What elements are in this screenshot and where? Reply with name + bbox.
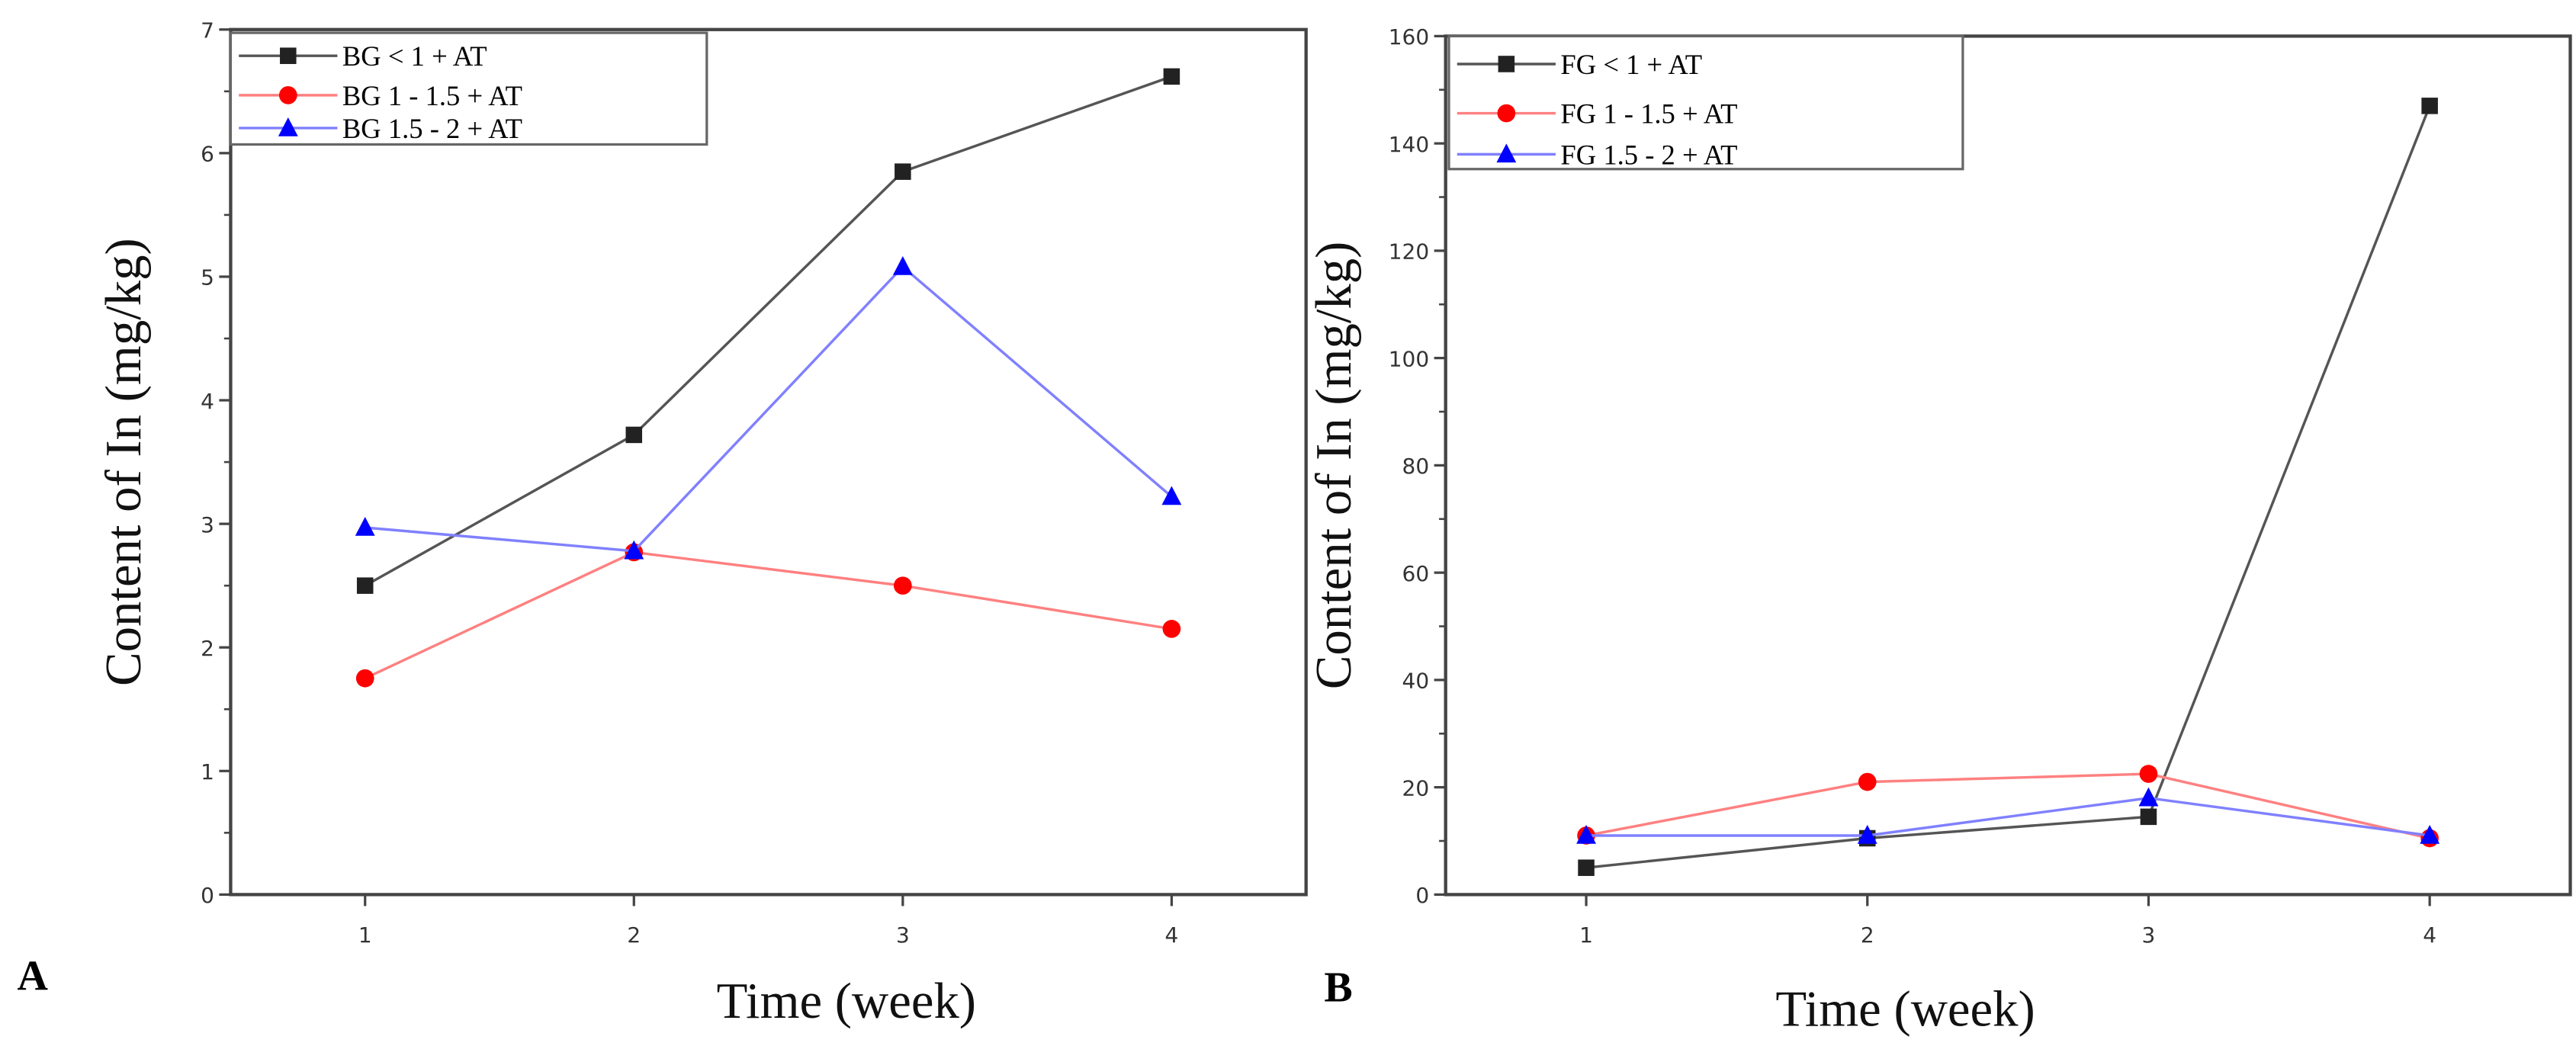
legend-marker (1497, 104, 1516, 123)
data-point (892, 255, 913, 275)
data-point (355, 516, 375, 536)
x-axis-label: Time (week) (717, 974, 976, 1029)
y-tick-label: 6 (201, 142, 214, 167)
series-line (364, 75, 1172, 587)
data-point (1857, 824, 1877, 844)
data-point (355, 669, 374, 688)
series-0 (1578, 98, 2438, 876)
legend-label: FG 1 - 1.5 + AT (1560, 98, 1737, 129)
data-point (1858, 772, 1877, 791)
legend-marker (280, 47, 297, 64)
y-tick-label: 100 (1389, 346, 1429, 371)
y-tick-label: 80 (1402, 454, 1430, 479)
y-tick-label: 120 (1389, 239, 1429, 265)
y-tick-label: 60 (1402, 561, 1430, 586)
data-point (894, 576, 912, 595)
x-tick-label: 3 (2142, 922, 2156, 948)
plot-frame (229, 27, 1308, 897)
data-point (2139, 765, 2158, 783)
data-point (2138, 787, 2159, 807)
data-point (1576, 824, 1596, 844)
legend-box (229, 31, 708, 146)
x-tick-label: 4 (2423, 922, 2436, 948)
legend-marker (1498, 56, 1515, 72)
series-line (365, 550, 1172, 680)
legend-label: FG 1.5 - 2 + AT (1560, 139, 1737, 170)
x-tick-label: 1 (358, 922, 372, 948)
data-point (2421, 98, 2438, 114)
y-tick-label: 4 (201, 389, 214, 414)
data-point (895, 163, 911, 180)
data-point (1162, 620, 1181, 638)
y-axis-label: Content of In (mg/kg) (96, 238, 152, 686)
y-axis-label: Content of In (mg/kg) (1306, 242, 1362, 690)
legend-marker (278, 86, 297, 104)
data-point (1163, 68, 1180, 85)
y-tick-label: 1 (201, 759, 214, 784)
series-1 (355, 543, 1181, 688)
data-point (356, 577, 374, 594)
legend-label: BG 1.5 - 2 + AT (342, 113, 522, 144)
legend-label: FG < 1 + AT (1560, 49, 1702, 80)
legend-box (1447, 34, 1964, 171)
data-point (2140, 808, 2157, 826)
data-point (1161, 486, 1182, 505)
x-tick-label: 2 (1861, 922, 1874, 948)
panel-label: A (18, 952, 49, 999)
y-tick-label: 140 (1389, 132, 1429, 157)
chart-panel-B: 0 20 40 60 80 100 120 140 160 1 2 3 4 FG < 1 + AT FG 1… (1306, 24, 2572, 1038)
y-tick-label: 0 (201, 883, 214, 908)
y-tick-label: 7 (201, 18, 214, 43)
y-tick-label: 20 (1402, 775, 1430, 801)
y-tick-label: 0 (1415, 883, 1429, 908)
series-2 (355, 255, 1182, 560)
legend-label: BG < 1 + AT (342, 40, 487, 72)
y-tick-label: 2 (201, 636, 214, 661)
data-point (624, 540, 644, 560)
legend-marker (1496, 143, 1517, 163)
series-line (1586, 796, 2430, 837)
x-tick-label: 3 (896, 922, 910, 948)
series-0 (356, 68, 1180, 594)
data-point (1578, 859, 1595, 876)
series-2 (1576, 787, 2440, 844)
x-tick-label: 4 (1165, 922, 1179, 948)
series-line (1585, 105, 2431, 869)
y-tick-label: 3 (201, 512, 214, 537)
x-tick-label: 2 (627, 922, 641, 948)
legend-marker (278, 117, 298, 136)
x-axis-label: Time (week) (1775, 982, 2035, 1038)
chart-panel-A: 0 1 2 3 4 5 6 7 1 2 3 4 BG < 1 + AT BG 1 - 1.5 + ATBG… (18, 18, 1308, 1029)
data-point (625, 426, 643, 444)
y-tick-label: 40 (1402, 669, 1430, 694)
data-point (2420, 824, 2440, 844)
x-tick-label: 1 (1579, 922, 1593, 948)
legend: FG < 1 + AT FG 1 - 1.5 + AT FG 1.5 - 2 + A… (1447, 34, 1964, 171)
series-line (1585, 772, 2430, 840)
y-tick-label: 160 (1389, 24, 1429, 50)
legend-label: BG 1 - 1.5 + AT (342, 80, 522, 111)
y-tick-label: 5 (201, 265, 214, 290)
panel-label: B (1324, 964, 1352, 1011)
series-line (365, 265, 1173, 553)
